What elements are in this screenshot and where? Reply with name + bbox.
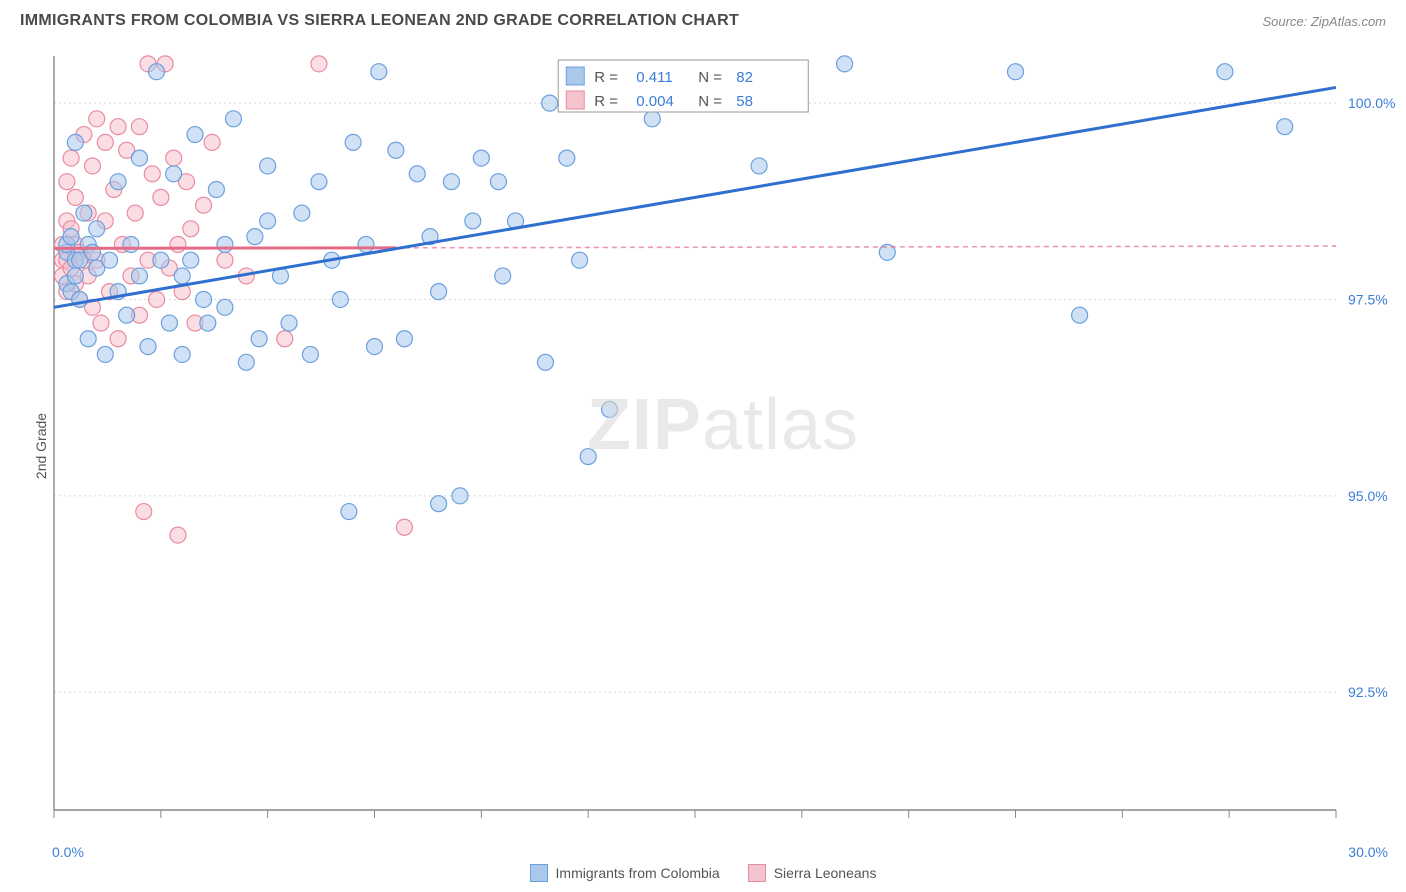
svg-text:82: 82 [736, 69, 753, 86]
svg-text:95.0%: 95.0% [1348, 488, 1388, 504]
legend-swatch-icon [530, 864, 548, 882]
chart-title: IMMIGRANTS FROM COLOMBIA VS SIERRA LEONE… [20, 12, 739, 30]
chart-area: 92.5% 95.0% 97.5% 100.0% R = 0.411 N = 82 R = 0.0… [50, 50, 1396, 832]
svg-text:N =: N = [698, 93, 722, 110]
legend-label: Sierra Leoneans [774, 865, 877, 881]
x-axis-max-label: 30.0% [1348, 844, 1388, 860]
svg-text:R =: R = [594, 69, 618, 86]
legend-item-colombia: Immigrants from Colombia [530, 864, 720, 882]
svg-text:100.0%: 100.0% [1348, 95, 1395, 111]
scatter-plot: 92.5% 95.0% 97.5% 100.0% R = 0.411 N = 82 R = 0.0… [50, 50, 1396, 832]
svg-text:0.411: 0.411 [636, 69, 672, 86]
bottom-legend: Immigrants from Colombia Sierra Leoneans [0, 864, 1406, 882]
source-attribution: Source: ZipAtlas.com [1262, 14, 1386, 29]
legend-item-sierra-leone: Sierra Leoneans [748, 864, 877, 882]
legend-label: Immigrants from Colombia [556, 865, 720, 881]
svg-text:R =: R = [594, 93, 618, 110]
x-axis-min-label: 0.0% [52, 844, 84, 860]
svg-text:0.004: 0.004 [636, 93, 674, 110]
svg-text:92.5%: 92.5% [1348, 684, 1388, 700]
y-axis-label: 2nd Grade [33, 413, 49, 479]
svg-text:97.5%: 97.5% [1348, 291, 1388, 307]
legend-swatch-icon [748, 864, 766, 882]
svg-text:N =: N = [698, 69, 722, 86]
svg-text:58: 58 [736, 93, 753, 110]
